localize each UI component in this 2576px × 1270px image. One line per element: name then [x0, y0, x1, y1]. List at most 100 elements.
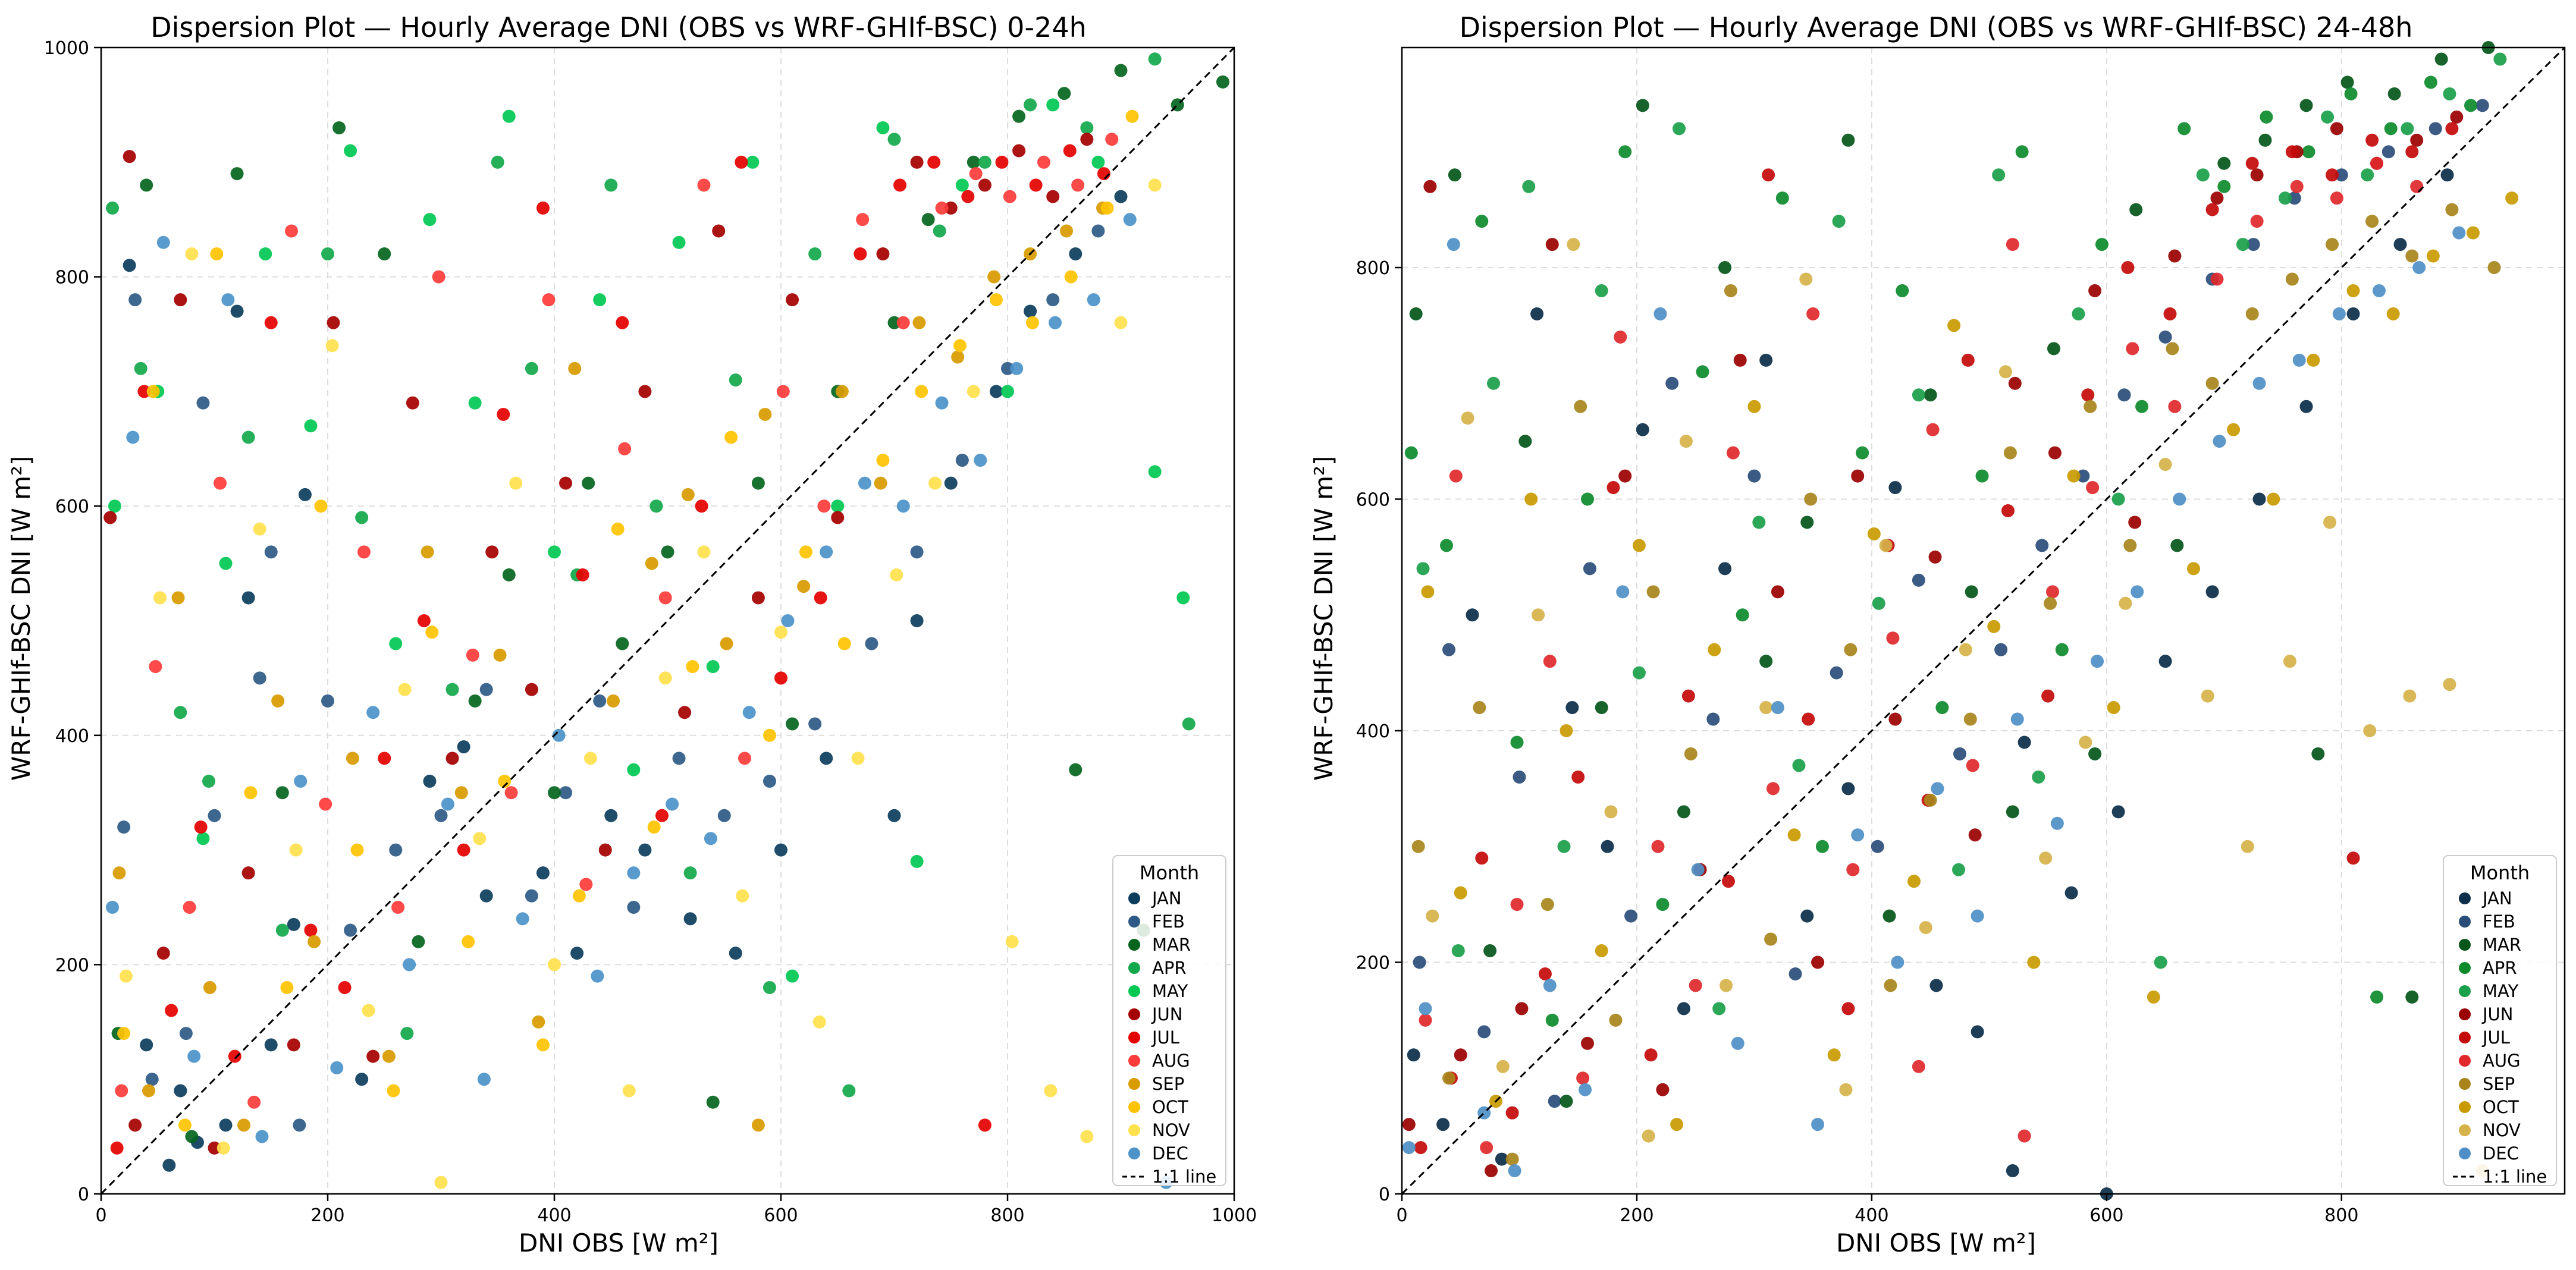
- data-point-aug: [1726, 446, 1740, 460]
- data-point-sep: [2405, 249, 2419, 263]
- data-point-oct: [989, 293, 1003, 307]
- data-point-may: [831, 499, 845, 513]
- plot-frame: [1401, 46, 2566, 1195]
- data-point-sep: [237, 1118, 251, 1132]
- data-point-feb: [2428, 122, 2442, 136]
- data-point-feb: [672, 752, 686, 765]
- data-point-dec: [2050, 816, 2064, 830]
- data-point-may: [1046, 98, 1060, 112]
- data-point-mar: [1841, 133, 1855, 147]
- data-point-jul: [137, 385, 151, 398]
- data-point-oct: [314, 499, 328, 513]
- data-point-feb: [253, 671, 266, 685]
- data-point-jul: [1063, 144, 1077, 158]
- data-point-sep: [2123, 539, 2137, 552]
- data-point-feb: [955, 454, 969, 467]
- legend-marker-mar: [1128, 939, 1140, 951]
- data-point-jul: [194, 821, 208, 834]
- data-point-jan: [774, 843, 787, 857]
- data-point-feb: [2035, 539, 2049, 552]
- data-point-jul: [2081, 388, 2095, 402]
- data-point-oct: [536, 1038, 550, 1052]
- data-point-aug: [1510, 898, 1524, 911]
- data-point-may: [2321, 110, 2335, 124]
- data-point-oct: [2386, 307, 2400, 320]
- data-point-may: [2493, 52, 2507, 66]
- data-point-mar: [1924, 388, 1937, 402]
- data-point-nov: [398, 683, 412, 696]
- data-point-aug: [1037, 155, 1050, 169]
- data-point-sep: [2205, 376, 2219, 390]
- data-point-jun: [2410, 133, 2424, 147]
- data-point-aug: [1846, 863, 1860, 876]
- data-point-nov: [2201, 689, 2214, 703]
- data-point-jun: [1515, 1002, 1529, 1016]
- data-point-feb: [2382, 145, 2395, 159]
- legend-label-feb: FEB: [2483, 911, 2515, 932]
- data-point-apr: [2344, 87, 2358, 100]
- data-point-dec: [255, 1130, 269, 1143]
- legend-marker-jul: [1128, 1032, 1140, 1043]
- data-point-sep: [2445, 203, 2459, 216]
- y-tick-label: 800: [55, 268, 89, 288]
- data-point-jan: [2299, 400, 2313, 413]
- data-point-dec: [552, 728, 566, 742]
- data-point-jun: [1581, 1036, 1595, 1050]
- data-point-jun: [712, 224, 726, 238]
- data-point-oct: [686, 660, 699, 674]
- data-point-nov: [1532, 608, 1545, 622]
- x-tick-label: 400: [537, 1205, 571, 1226]
- legend-label-apr: APR: [2483, 958, 2517, 978]
- data-point-sep: [645, 557, 658, 570]
- data-point-oct: [1025, 316, 1039, 329]
- legend-marker-aug: [2459, 1055, 2471, 1067]
- data-point-jan: [287, 917, 300, 931]
- data-point-jul: [774, 671, 787, 685]
- data-point-oct: [244, 786, 258, 800]
- data-point-sep: [2245, 307, 2259, 320]
- data-point-aug: [1767, 782, 1780, 796]
- data-point-may: [2401, 122, 2414, 136]
- data-point-jul: [338, 980, 352, 994]
- data-point-nov: [1005, 935, 1019, 948]
- data-point-oct: [915, 385, 928, 398]
- data-point-apr: [445, 683, 459, 696]
- data-point-jan: [1495, 1152, 1508, 1166]
- data-point-apr: [2095, 238, 2109, 252]
- data-point-nov: [509, 476, 523, 490]
- data-point-jul: [1762, 168, 1775, 182]
- data-point-apr: [842, 1084, 856, 1098]
- data-point-jul: [1841, 1002, 1855, 1016]
- data-point-jul: [616, 316, 629, 329]
- data-point-dec: [294, 774, 308, 788]
- data-point-oct: [1827, 1048, 1841, 1062]
- data-point-feb: [344, 923, 357, 937]
- data-point-sep: [568, 361, 582, 375]
- data-point-feb: [1091, 224, 1105, 238]
- data-point-jun: [944, 201, 958, 215]
- data-point-oct: [1560, 724, 1573, 738]
- data-point-nov: [967, 385, 980, 398]
- data-point-sep: [758, 407, 772, 421]
- data-point-oct: [1100, 201, 1114, 215]
- data-point-nov: [153, 591, 167, 605]
- data-point-dec: [1891, 955, 1904, 969]
- data-point-oct: [1947, 319, 1961, 332]
- data-point-apr: [1656, 898, 1670, 911]
- data-point-apr: [2302, 145, 2315, 159]
- data-point-oct: [498, 774, 512, 788]
- data-point-jul: [1607, 481, 1620, 495]
- data-point-dec: [591, 969, 604, 983]
- data-point-sep: [720, 637, 733, 650]
- data-point-nov: [2158, 458, 2172, 471]
- data-point-jan: [2440, 168, 2454, 182]
- data-point-oct: [350, 843, 364, 857]
- data-point-jan: [2158, 655, 2172, 668]
- data-point-aug: [183, 901, 196, 914]
- data-point-jun: [406, 396, 419, 410]
- data-point-oct: [1064, 270, 1078, 284]
- data-point-apr: [1896, 284, 1909, 297]
- data-point-dec: [1087, 293, 1100, 307]
- data-point-may: [2111, 492, 2125, 506]
